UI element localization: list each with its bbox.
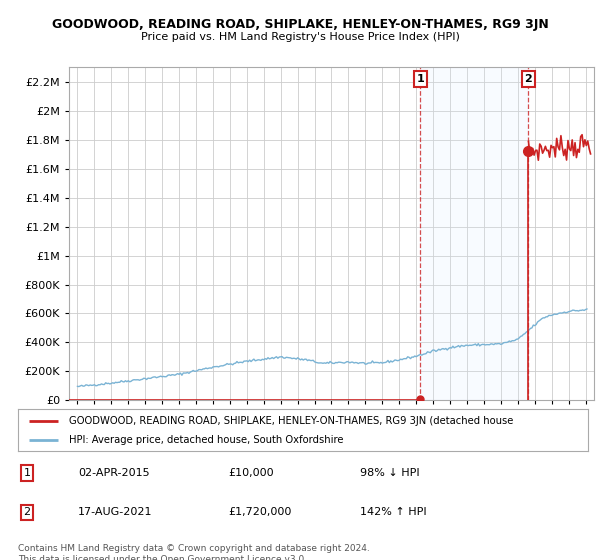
Text: 17-AUG-2021: 17-AUG-2021 bbox=[78, 507, 152, 517]
Text: 2: 2 bbox=[23, 507, 31, 517]
Text: 1: 1 bbox=[23, 468, 31, 478]
Text: 02-APR-2015: 02-APR-2015 bbox=[78, 468, 149, 478]
Text: 142% ↑ HPI: 142% ↑ HPI bbox=[360, 507, 427, 517]
Text: HPI: Average price, detached house, South Oxfordshire: HPI: Average price, detached house, Sout… bbox=[70, 435, 344, 445]
Text: 2: 2 bbox=[524, 74, 532, 84]
Text: 98% ↓ HPI: 98% ↓ HPI bbox=[360, 468, 419, 478]
Bar bbox=[421, 67, 529, 400]
Text: 1: 1 bbox=[416, 74, 424, 84]
Text: Contains HM Land Registry data © Crown copyright and database right 2024.
This d: Contains HM Land Registry data © Crown c… bbox=[18, 544, 370, 560]
Text: Price paid vs. HM Land Registry's House Price Index (HPI): Price paid vs. HM Land Registry's House … bbox=[140, 32, 460, 42]
Text: GOODWOOD, READING ROAD, SHIPLAKE, HENLEY-ON-THAMES, RG9 3JN: GOODWOOD, READING ROAD, SHIPLAKE, HENLEY… bbox=[52, 18, 548, 31]
Text: £10,000: £10,000 bbox=[228, 468, 274, 478]
Text: GOODWOOD, READING ROAD, SHIPLAKE, HENLEY-ON-THAMES, RG9 3JN (detached house: GOODWOOD, READING ROAD, SHIPLAKE, HENLEY… bbox=[70, 416, 514, 426]
Text: £1,720,000: £1,720,000 bbox=[228, 507, 292, 517]
